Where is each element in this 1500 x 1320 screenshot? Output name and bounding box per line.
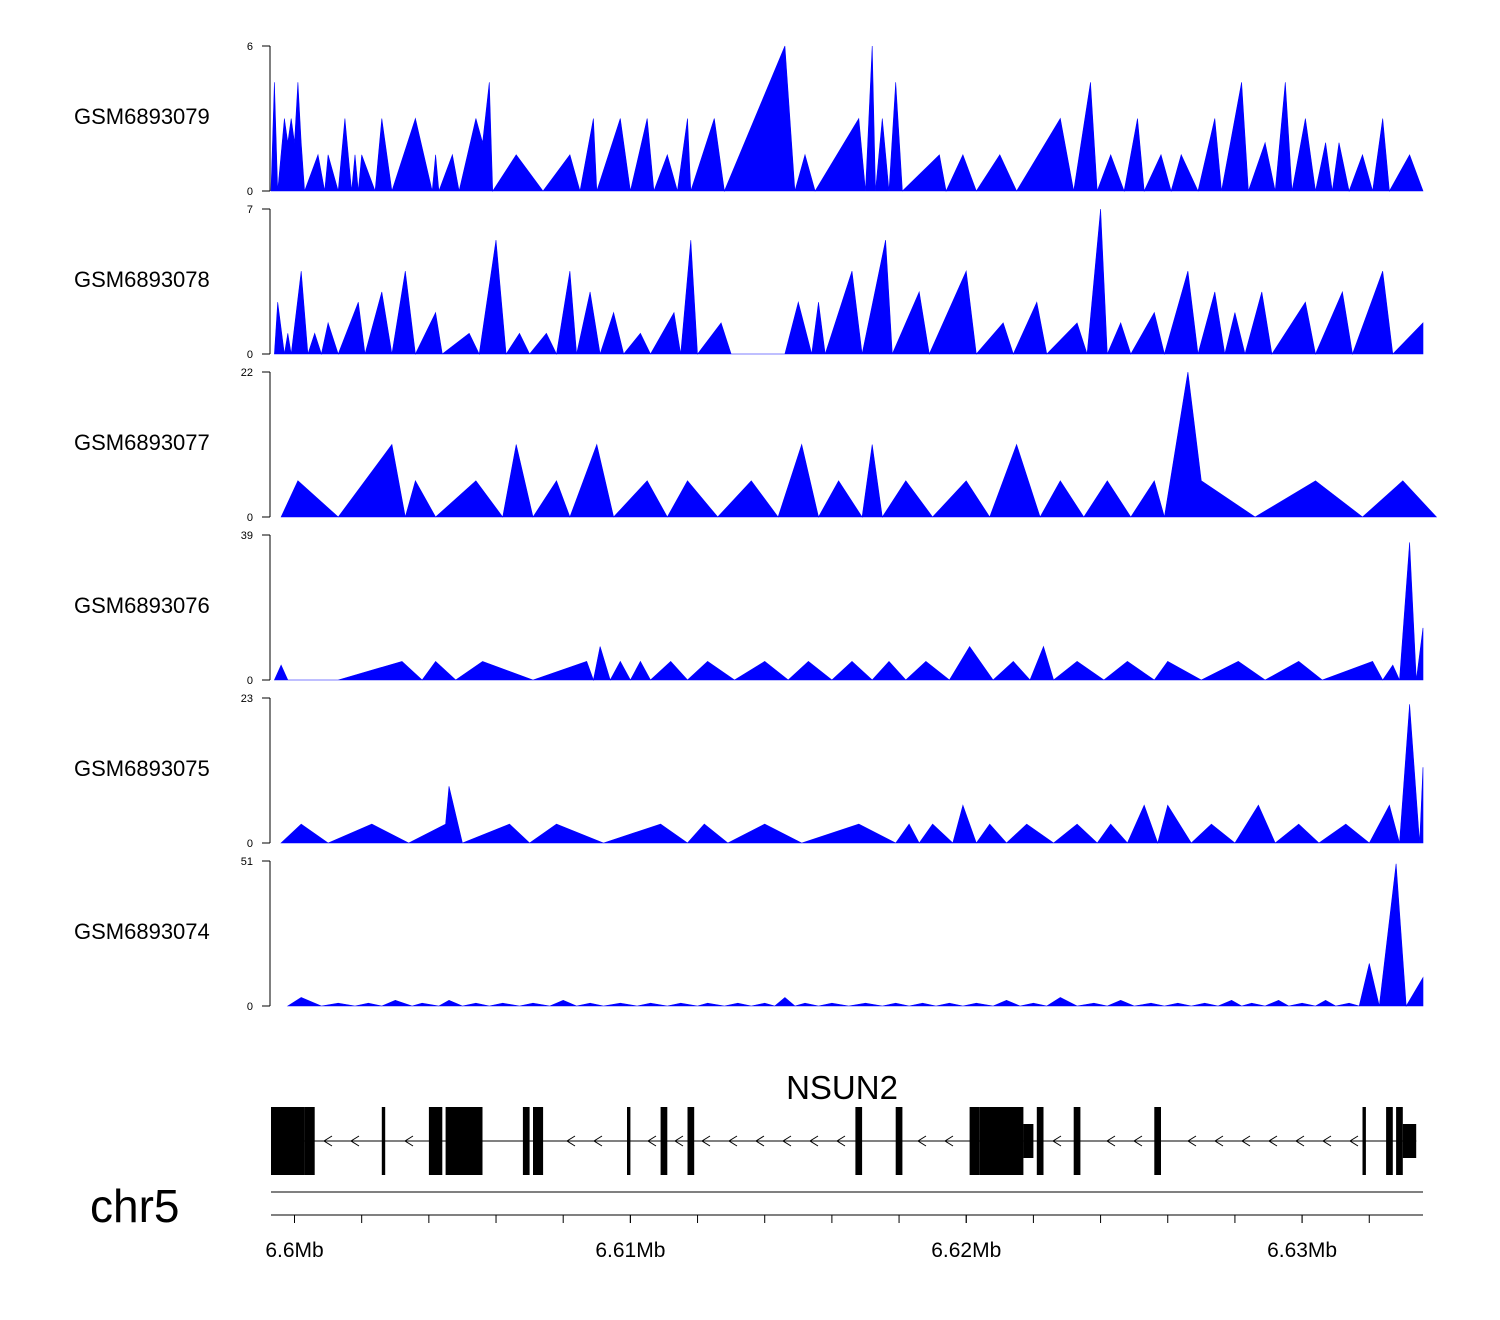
strand-arrow: [593, 1135, 603, 1147]
coverage-area: [286, 863, 1424, 1007]
track-GSM6893079: GSM6893079 6 0: [74, 41, 1424, 198]
gene-exon: [969, 1107, 980, 1175]
chromosome-label: chr5: [90, 1180, 179, 1232]
strand-arrow: [404, 1135, 414, 1147]
track-label: GSM6893075: [74, 756, 210, 781]
y-tick-min-label: 0: [247, 675, 253, 687]
x-tick-label: 6.62Mb: [931, 1239, 1001, 1262]
gene-exon: [855, 1107, 863, 1175]
strand-arrow: [917, 1135, 927, 1147]
track-GSM6893078: GSM6893078 7 0: [74, 204, 1424, 361]
track-label: GSM6893076: [74, 593, 210, 618]
track-GSM6893077: GSM6893077 22 0: [74, 367, 1438, 524]
strand-arrow: [647, 1135, 657, 1147]
strand-arrow: [809, 1135, 819, 1147]
track-label: GSM6893079: [74, 104, 210, 129]
y-tick-max-label: 6: [247, 41, 253, 53]
strand-arrow: [1052, 1135, 1062, 1147]
x-tick-label: 6.63Mb: [1267, 1239, 1337, 1262]
strand-arrow: [1349, 1135, 1359, 1147]
track-GSM6893075: GSM6893075 23 0: [74, 693, 1424, 850]
gene-exon: [381, 1107, 386, 1175]
gene-exon: [428, 1107, 443, 1175]
track-label: GSM6893078: [74, 267, 210, 292]
strand-arrow: [1187, 1135, 1197, 1147]
coverage-tracks: GSM689307960GSM689307870GSM6893077220GSM…: [74, 41, 1438, 1013]
strand-arrow: [782, 1135, 792, 1147]
y-tick-max-label: 51: [241, 856, 253, 868]
track-label: GSM6893074: [74, 919, 210, 944]
gene-label: NSUN2: [786, 1069, 898, 1106]
gene-exon: [1362, 1107, 1366, 1175]
gene-exon: [1154, 1107, 1161, 1175]
y-tick-max-label: 7: [247, 204, 253, 216]
strand-arrow: [350, 1135, 360, 1147]
gene-exon: [533, 1107, 544, 1175]
gene-exon: [271, 1107, 305, 1175]
strand-arrow: [566, 1135, 576, 1147]
strand-arrow: [836, 1135, 846, 1147]
coverage-area: [274, 208, 1424, 356]
y-tick-max-label: 23: [241, 693, 253, 705]
gene-exon: [304, 1107, 315, 1175]
gene-exon: [445, 1107, 483, 1175]
gene-exon: [1386, 1107, 1393, 1175]
strand-arrow: [1133, 1135, 1143, 1147]
track-GSM6893074: GSM6893074 51 0: [74, 856, 1424, 1013]
gene-exon: [627, 1107, 631, 1175]
coverage-area: [280, 704, 1424, 845]
gene-exon: [687, 1107, 695, 1175]
strand-arrow: [1214, 1135, 1224, 1147]
gene-exon: [1023, 1124, 1034, 1158]
strand-arrow: [1106, 1135, 1116, 1147]
gene-exon: [1036, 1107, 1044, 1175]
gene-exon: [660, 1107, 668, 1175]
strand-arrow: [1322, 1135, 1332, 1147]
y-tick-min-label: 0: [247, 838, 253, 850]
gene-exon: [979, 1107, 1024, 1175]
strand-arrow: [1295, 1135, 1305, 1147]
gene-model: [271, 1107, 1417, 1175]
gene-exon: [1396, 1107, 1403, 1175]
coverage-area: [273, 542, 1424, 682]
strand-arrow: [323, 1135, 333, 1147]
genome-axis: chr5 6.6Mb 6.61Mb 6.62Mb 6.63Mb: [90, 1180, 1423, 1262]
strand-arrow: [728, 1135, 738, 1147]
axis-ticks: 6.6Mb 6.61Mb 6.62Mb 6.63Mb: [265, 1215, 1370, 1262]
y-tick-min-label: 0: [247, 349, 253, 361]
gene-track: NSUN2: [271, 1069, 1417, 1175]
gene-exon: [1073, 1107, 1081, 1175]
gene-exon: [522, 1107, 530, 1175]
gene-exon: [895, 1107, 903, 1175]
y-tick-max-label: 39: [241, 530, 253, 542]
strand-arrow: [674, 1135, 684, 1147]
gene-exon: [1402, 1124, 1417, 1158]
x-tick-label: 6.6Mb: [265, 1239, 323, 1262]
coverage-area: [270, 45, 1424, 193]
y-tick-min-label: 0: [247, 186, 253, 198]
y-tick-min-label: 0: [247, 512, 253, 524]
strand-arrow: [1268, 1135, 1278, 1147]
track-label: GSM6893077: [74, 430, 210, 455]
strand-arrow: [944, 1135, 954, 1147]
coverage-area: [280, 371, 1438, 518]
y-tick-min-label: 0: [247, 1001, 253, 1013]
y-tick-max-label: 22: [241, 367, 253, 379]
strand-arrow: [755, 1135, 765, 1147]
x-tick-label: 6.61Mb: [595, 1239, 665, 1262]
track-GSM6893076: GSM6893076 39 0: [74, 530, 1424, 687]
strand-arrow: [1241, 1135, 1251, 1147]
strand-arrow: [701, 1135, 711, 1147]
